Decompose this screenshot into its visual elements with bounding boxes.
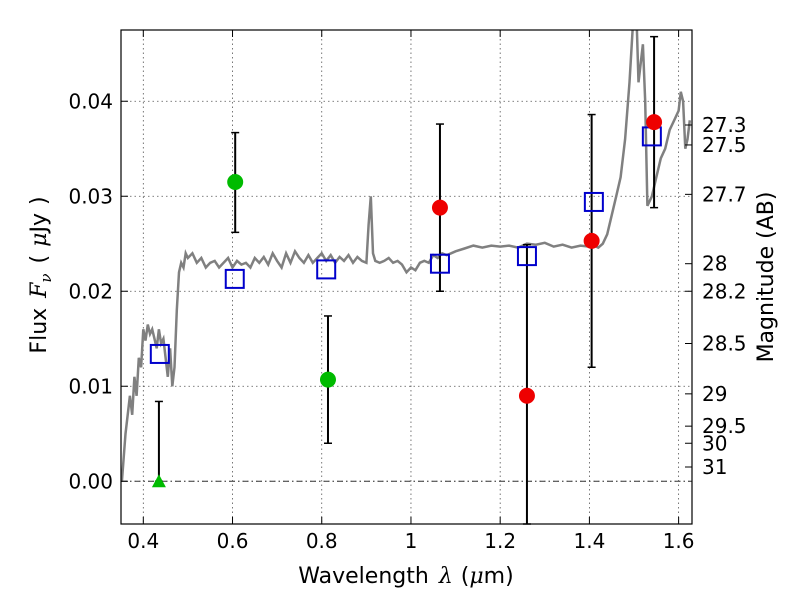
y2-axis-label: Magnitude (AB) xyxy=(754,192,779,363)
x-tick-label: 0.4 xyxy=(127,529,159,553)
red-detection-point xyxy=(583,232,600,249)
grid-lines xyxy=(121,30,692,524)
y-axis-label: FluxFν(μJy) xyxy=(27,196,55,353)
y-tick-label: 0.02 xyxy=(68,279,113,303)
x-tick-label: 0.8 xyxy=(306,529,338,553)
template-spectrum-line xyxy=(121,30,692,482)
y-axis: 0.00 0.01 0.02 0.03 0.04 xyxy=(68,89,128,493)
mag-tick-label: 29.5 xyxy=(702,414,747,438)
green-detection-point xyxy=(319,371,336,388)
model-square xyxy=(583,191,604,212)
x-tick-label: 1.6 xyxy=(663,529,695,553)
green-detection-point xyxy=(227,174,244,190)
mag-tick-label: 28.2 xyxy=(702,279,747,303)
y-tick-label: 0.04 xyxy=(68,89,113,113)
y-tick-label: 0.00 xyxy=(68,469,113,493)
model-square xyxy=(516,246,537,267)
model-points xyxy=(149,126,662,364)
green-upper-limit-triangle xyxy=(151,474,166,488)
mag-tick-label: 27.7 xyxy=(702,182,747,206)
x-tick-label: 1.4 xyxy=(573,529,605,553)
model-square xyxy=(149,343,170,364)
mag-tick-label: 31 xyxy=(702,455,727,479)
x-tick-label: 1.2 xyxy=(484,529,516,553)
model-square xyxy=(316,259,337,280)
red-detection-point xyxy=(431,199,448,216)
data-points xyxy=(151,114,663,488)
x-axis-label: Wavelength λ (μm) xyxy=(298,564,513,589)
mag-tick-label: 28.5 xyxy=(702,332,747,356)
mag-tick-label: 27.3 xyxy=(702,113,747,137)
y-tick-label: 0.01 xyxy=(68,374,113,398)
error-bars xyxy=(154,35,659,525)
x-tick-label: 1 xyxy=(405,529,418,553)
mag-tick-label: 30 xyxy=(702,431,727,455)
red-detection-point xyxy=(518,387,535,404)
mag-tick-label: 27.5 xyxy=(702,133,747,157)
mag-tick-label: 29 xyxy=(702,382,727,406)
y-tick-label: 0.03 xyxy=(68,184,113,208)
plot-frame xyxy=(120,29,693,525)
red-detection-point xyxy=(646,114,663,131)
model-square xyxy=(224,268,245,289)
model-square xyxy=(429,253,450,274)
x-tick-label: 0.6 xyxy=(217,529,249,553)
mag-tick-label: 28 xyxy=(702,252,727,276)
x-axis: 0.4 0.6 0.8 1 1.2 1.4 1.6 xyxy=(127,30,695,553)
